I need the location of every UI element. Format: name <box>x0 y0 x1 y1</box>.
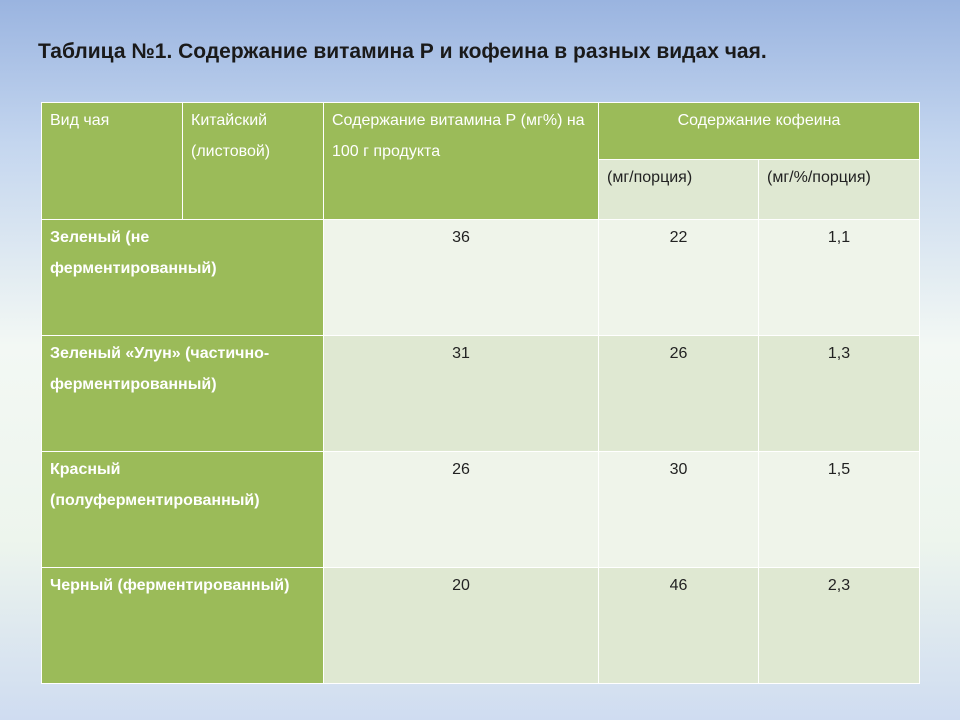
row-tea-name: Красный (полуферментированный) <box>41 451 324 568</box>
header-caffeine: Содержание кофеина <box>597 102 921 160</box>
row-tea-name: Черный (ферментированный) <box>41 567 324 684</box>
cell-caffeine-pct: 1,3 <box>757 335 921 452</box>
cell-caffeine-mg: 30 <box>598 451 759 568</box>
tea-table: Вид чая Китайский (листовой) Содержание … <box>41 102 921 684</box>
subheader-row: (мг/порция) (мг/%/порция) <box>42 159 921 220</box>
header-vitamin-p: Содержание витамина Р (мг%) на 100 г про… <box>323 102 599 220</box>
cell-vitamin: 36 <box>323 219 599 336</box>
subheader-mg-pct-portion: (мг/%/порция) <box>757 159 921 220</box>
slide-title: Таблица №1. Содержание витамина Р и кофе… <box>38 40 767 63</box>
cell-caffeine-mg: 46 <box>598 567 759 684</box>
cell-vitamin: 20 <box>323 567 599 684</box>
subheader-mg-portion: (мг/порция) <box>598 159 759 220</box>
row-tea-name: Зеленый «Улун» (частично-ферментированны… <box>41 335 324 452</box>
table-row: Зеленый (не ферментированный) 36 22 1,1 <box>41 219 921 336</box>
cell-caffeine-pct: 1,5 <box>757 451 921 568</box>
header-row: Вид чая Китайский (листовой) Содержание … <box>41 102 921 220</box>
cell-caffeine-mg: 26 <box>598 335 759 452</box>
cell-caffeine-pct: 1,1 <box>757 219 921 336</box>
cell-caffeine-mg: 22 <box>598 219 759 336</box>
table-row: Черный (ферментированный) 20 46 2,3 <box>41 567 921 684</box>
table-row: Зеленый «Улун» (частично-ферментированны… <box>41 335 921 452</box>
cell-caffeine-pct: 2,3 <box>757 567 921 684</box>
table-row: Красный (полуферментированный) 26 30 1,5 <box>41 451 921 568</box>
header-tea-type: Вид чая <box>41 102 183 220</box>
row-tea-name: Зеленый (не ферментированный) <box>41 219 324 336</box>
cell-vitamin: 26 <box>323 451 599 568</box>
header-chinese-leaf: Китайский (листовой) <box>182 102 324 220</box>
cell-vitamin: 31 <box>323 335 599 452</box>
